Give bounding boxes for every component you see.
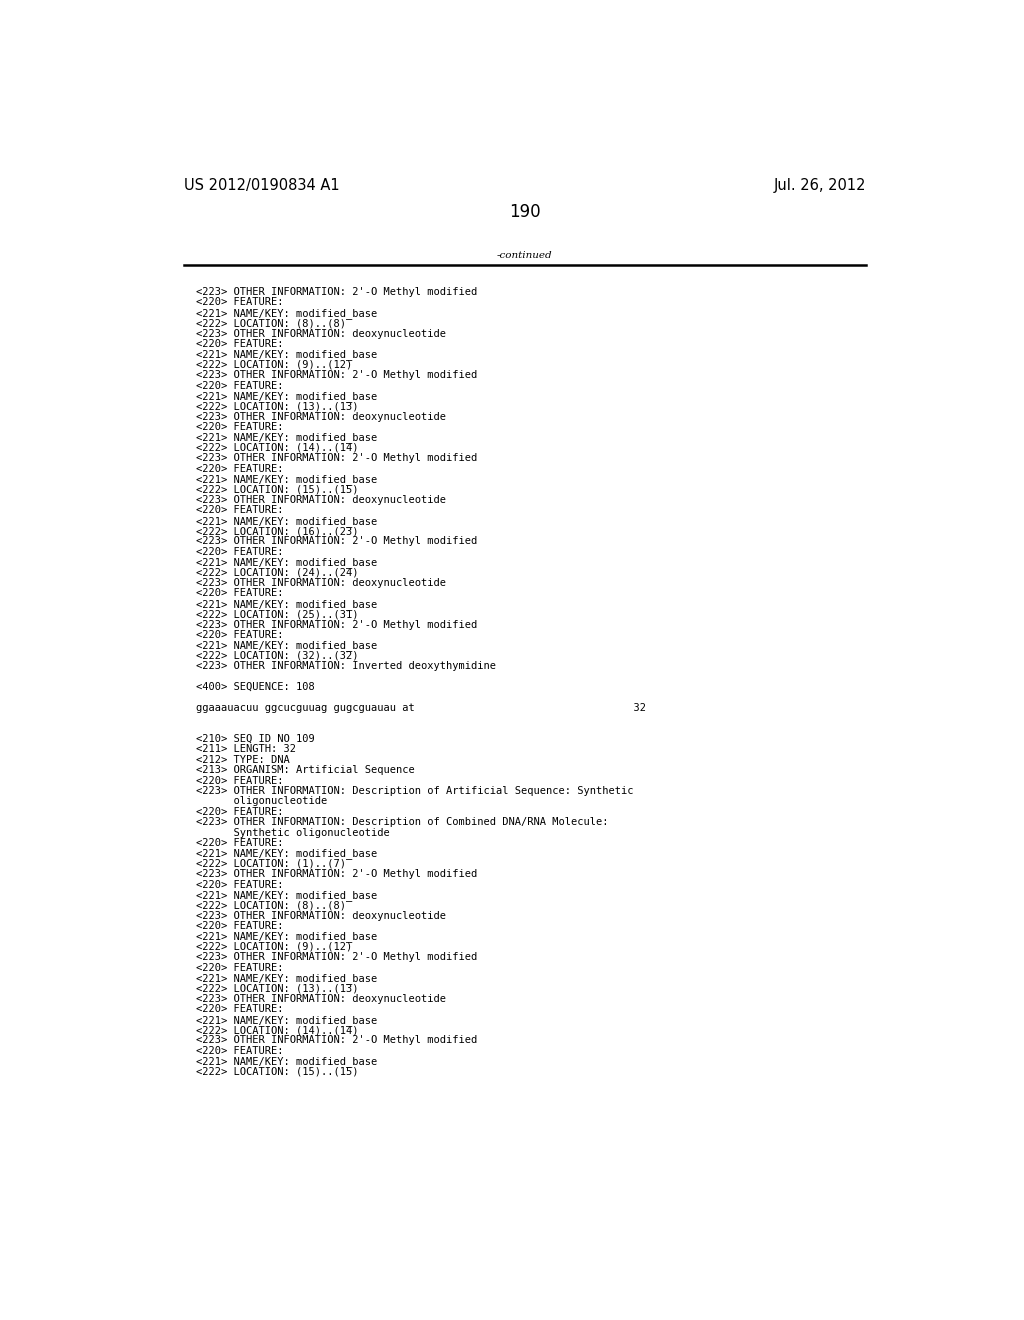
Text: <223> OTHER INFORMATION: 2'-O Methyl modified: <223> OTHER INFORMATION: 2'-O Methyl mod…	[197, 869, 477, 879]
Text: <220> FEATURE:: <220> FEATURE:	[197, 1005, 284, 1014]
Text: <223> OTHER INFORMATION: deoxynucleotide: <223> OTHER INFORMATION: deoxynucleotide	[197, 994, 446, 1003]
Text: <222> LOCATION: (25)..(31): <222> LOCATION: (25)..(31)	[197, 610, 358, 619]
Text: <223> OTHER INFORMATION: Description of Artificial Sequence: Synthetic: <223> OTHER INFORMATION: Description of …	[197, 785, 634, 796]
Text: <220> FEATURE:: <220> FEATURE:	[197, 807, 284, 817]
Text: <220> FEATURE:: <220> FEATURE:	[197, 339, 284, 348]
Text: <221> NAME/KEY: modified_base: <221> NAME/KEY: modified_base	[197, 932, 378, 942]
Text: <221> NAME/KEY: modified_base: <221> NAME/KEY: modified_base	[197, 1056, 378, 1067]
Text: <222> LOCATION: (24)..(24): <222> LOCATION: (24)..(24)	[197, 568, 358, 578]
Text: <223> OTHER INFORMATION: 2'-O Methyl modified: <223> OTHER INFORMATION: 2'-O Methyl mod…	[197, 619, 477, 630]
Text: <220> FEATURE:: <220> FEATURE:	[197, 380, 284, 391]
Text: <221> NAME/KEY: modified_base: <221> NAME/KEY: modified_base	[197, 433, 378, 444]
Text: <220> FEATURE:: <220> FEATURE:	[197, 921, 284, 931]
Text: <222> LOCATION: (14)..(14): <222> LOCATION: (14)..(14)	[197, 444, 358, 453]
Text: -continued: -continued	[497, 251, 553, 260]
Text: <221> NAME/KEY: modified_base: <221> NAME/KEY: modified_base	[197, 890, 378, 900]
Text: <220> FEATURE:: <220> FEATURE:	[197, 879, 284, 890]
Text: <220> FEATURE:: <220> FEATURE:	[197, 1045, 284, 1056]
Text: <220> FEATURE:: <220> FEATURE:	[197, 838, 284, 847]
Text: <222> LOCATION: (14)..(14): <222> LOCATION: (14)..(14)	[197, 1026, 358, 1035]
Text: <221> NAME/KEY: modified_base: <221> NAME/KEY: modified_base	[197, 640, 378, 651]
Text: <223> OTHER INFORMATION: 2'-O Methyl modified: <223> OTHER INFORMATION: 2'-O Methyl mod…	[197, 952, 477, 962]
Text: <221> NAME/KEY: modified_base: <221> NAME/KEY: modified_base	[197, 557, 378, 568]
Text: <220> FEATURE:: <220> FEATURE:	[197, 506, 284, 515]
Text: 190: 190	[509, 203, 541, 220]
Text: <221> NAME/KEY: modified_base: <221> NAME/KEY: modified_base	[197, 599, 378, 610]
Text: US 2012/0190834 A1: US 2012/0190834 A1	[183, 178, 339, 193]
Text: <222> LOCATION: (9)..(12): <222> LOCATION: (9)..(12)	[197, 360, 352, 370]
Text: <222> LOCATION: (9)..(12): <222> LOCATION: (9)..(12)	[197, 942, 352, 952]
Text: ggaaauacuu ggcucguuag gugcguauau at                                   32: ggaaauacuu ggcucguuag gugcguauau at 32	[197, 702, 646, 713]
Text: <222> LOCATION: (32)..(32): <222> LOCATION: (32)..(32)	[197, 651, 358, 661]
Text: <223> OTHER INFORMATION: Inverted deoxythymidine: <223> OTHER INFORMATION: Inverted deoxyt…	[197, 661, 497, 671]
Text: <220> FEATURE:: <220> FEATURE:	[197, 776, 284, 785]
Text: <221> NAME/KEY: modified_base: <221> NAME/KEY: modified_base	[197, 391, 378, 401]
Text: <222> LOCATION: (1)..(7): <222> LOCATION: (1)..(7)	[197, 859, 346, 869]
Text: <222> LOCATION: (15)..(15): <222> LOCATION: (15)..(15)	[197, 484, 358, 495]
Text: <223> OTHER INFORMATION: deoxynucleotide: <223> OTHER INFORMATION: deoxynucleotide	[197, 578, 446, 587]
Text: <220> FEATURE:: <220> FEATURE:	[197, 422, 284, 432]
Text: <221> NAME/KEY: modified_base: <221> NAME/KEY: modified_base	[197, 973, 378, 983]
Text: <220> FEATURE:: <220> FEATURE:	[197, 962, 284, 973]
Text: <220> FEATURE:: <220> FEATURE:	[197, 463, 284, 474]
Text: <223> OTHER INFORMATION: Description of Combined DNA/RNA Molecule:: <223> OTHER INFORMATION: Description of …	[197, 817, 608, 828]
Text: <220> FEATURE:: <220> FEATURE:	[197, 589, 284, 598]
Text: <220> FEATURE:: <220> FEATURE:	[197, 630, 284, 640]
Text: <222> LOCATION: (8)..(8): <222> LOCATION: (8)..(8)	[197, 318, 346, 329]
Text: <222> LOCATION: (16)..(23): <222> LOCATION: (16)..(23)	[197, 527, 358, 536]
Text: <222> LOCATION: (8)..(8): <222> LOCATION: (8)..(8)	[197, 900, 346, 911]
Text: <220> FEATURE:: <220> FEATURE:	[197, 297, 284, 308]
Text: <223> OTHER INFORMATION: 2'-O Methyl modified: <223> OTHER INFORMATION: 2'-O Methyl mod…	[197, 370, 477, 380]
Text: <221> NAME/KEY: modified_base: <221> NAME/KEY: modified_base	[197, 474, 378, 484]
Text: <221> NAME/KEY: modified_base: <221> NAME/KEY: modified_base	[197, 516, 378, 527]
Text: oligonucleotide: oligonucleotide	[197, 796, 328, 807]
Text: <222> LOCATION: (13)..(13): <222> LOCATION: (13)..(13)	[197, 983, 358, 994]
Text: <223> OTHER INFORMATION: deoxynucleotide: <223> OTHER INFORMATION: deoxynucleotide	[197, 495, 446, 504]
Text: <223> OTHER INFORMATION: 2'-O Methyl modified: <223> OTHER INFORMATION: 2'-O Methyl mod…	[197, 286, 477, 297]
Text: <222> LOCATION: (15)..(15): <222> LOCATION: (15)..(15)	[197, 1067, 358, 1077]
Text: <221> NAME/KEY: modified_base: <221> NAME/KEY: modified_base	[197, 350, 378, 360]
Text: <221> NAME/KEY: modified_base: <221> NAME/KEY: modified_base	[197, 1015, 378, 1026]
Text: <223> OTHER INFORMATION: deoxynucleotide: <223> OTHER INFORMATION: deoxynucleotide	[197, 329, 446, 338]
Text: <211> LENGTH: 32: <211> LENGTH: 32	[197, 744, 296, 754]
Text: <223> OTHER INFORMATION: deoxynucleotide: <223> OTHER INFORMATION: deoxynucleotide	[197, 412, 446, 421]
Text: <223> OTHER INFORMATION: 2'-O Methyl modified: <223> OTHER INFORMATION: 2'-O Methyl mod…	[197, 1035, 477, 1045]
Text: <400> SEQUENCE: 108: <400> SEQUENCE: 108	[197, 682, 315, 692]
Text: <223> OTHER INFORMATION: deoxynucleotide: <223> OTHER INFORMATION: deoxynucleotide	[197, 911, 446, 920]
Text: Jul. 26, 2012: Jul. 26, 2012	[773, 178, 866, 193]
Text: <210> SEQ ID NO 109: <210> SEQ ID NO 109	[197, 734, 315, 744]
Text: <222> LOCATION: (13)..(13): <222> LOCATION: (13)..(13)	[197, 401, 358, 412]
Text: <212> TYPE: DNA: <212> TYPE: DNA	[197, 755, 290, 764]
Text: <213> ORGANISM: Artificial Sequence: <213> ORGANISM: Artificial Sequence	[197, 766, 415, 775]
Text: <223> OTHER INFORMATION: 2'-O Methyl modified: <223> OTHER INFORMATION: 2'-O Methyl mod…	[197, 536, 477, 546]
Text: <221> NAME/KEY: modified_base: <221> NAME/KEY: modified_base	[197, 849, 378, 859]
Text: Synthetic oligonucleotide: Synthetic oligonucleotide	[197, 828, 390, 837]
Text: <221> NAME/KEY: modified_base: <221> NAME/KEY: modified_base	[197, 308, 378, 318]
Text: <223> OTHER INFORMATION: 2'-O Methyl modified: <223> OTHER INFORMATION: 2'-O Methyl mod…	[197, 453, 477, 463]
Text: <220> FEATURE:: <220> FEATURE:	[197, 546, 284, 557]
